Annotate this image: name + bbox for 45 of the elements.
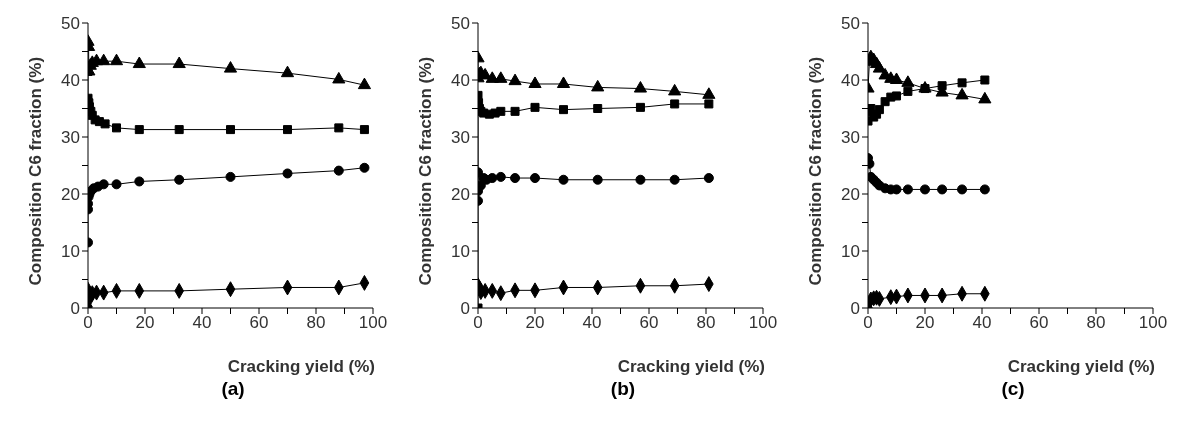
x-tick-label: 40 — [582, 313, 602, 333]
x-tick-label: 80 — [696, 313, 716, 333]
x-tick-label: 60 — [639, 313, 659, 333]
text: (c) — [1000, 378, 1026, 400]
x-tick-label: 100 — [358, 313, 388, 333]
y-tick-label: 0 — [460, 299, 470, 319]
x-tick-label: 0 — [863, 313, 873, 333]
x-tick-label: 100 — [1138, 313, 1168, 333]
y-axis-title: Composition C6 fraction (%) — [416, 56, 436, 286]
x-tick-label: 60 — [249, 313, 269, 333]
x-tick-label: 100 — [748, 313, 778, 333]
x-axis-title: Cracking yield (%) — [227, 357, 375, 376]
x-tick-label: 80 — [306, 313, 326, 333]
x-tick-label: 0 — [83, 313, 93, 333]
x-tick-label: 20 — [915, 313, 935, 333]
y-tick-label: 20 — [841, 185, 860, 205]
y-axis-title: Composition C6 fraction (%) — [26, 56, 46, 286]
y-tick-label: 30 — [841, 128, 860, 148]
y-tick-label: 30 — [451, 128, 470, 148]
y-tick-label: 10 — [451, 242, 470, 262]
y-tick-label: 0 — [70, 299, 80, 319]
y-tick-label: 40 — [841, 71, 860, 91]
y-axis-title: Composition C6 fraction (%) — [806, 56, 826, 286]
y-tick-label: 30 — [61, 128, 80, 148]
y-tick-label: 10 — [841, 242, 860, 262]
y-tick-label: 40 — [61, 71, 80, 91]
x-tick-label: 80 — [1086, 313, 1106, 333]
x-tick-label: 0 — [473, 313, 483, 333]
y-tick-label: 0 — [850, 299, 860, 319]
text: (a) — [220, 378, 246, 400]
x-tick-label: 40 — [192, 313, 212, 333]
x-tick-label: 40 — [972, 313, 992, 333]
x-tick-label: 20 — [135, 313, 155, 333]
text: (b) — [609, 378, 637, 400]
x-tick-label: 20 — [525, 313, 545, 333]
y-tick-label: 50 — [451, 14, 470, 34]
y-tick-label: 20 — [451, 185, 470, 205]
y-tick-label: 40 — [451, 71, 470, 91]
y-tick-label: 10 — [61, 242, 80, 262]
x-axis-title: Cracking yield (%) — [1007, 357, 1155, 376]
y-tick-label: 20 — [61, 185, 80, 205]
y-tick-label: 50 — [841, 14, 860, 34]
y-tick-label: 50 — [61, 14, 80, 34]
x-axis-title: Cracking yield (%) — [617, 357, 765, 376]
x-tick-label: 60 — [1029, 313, 1049, 333]
